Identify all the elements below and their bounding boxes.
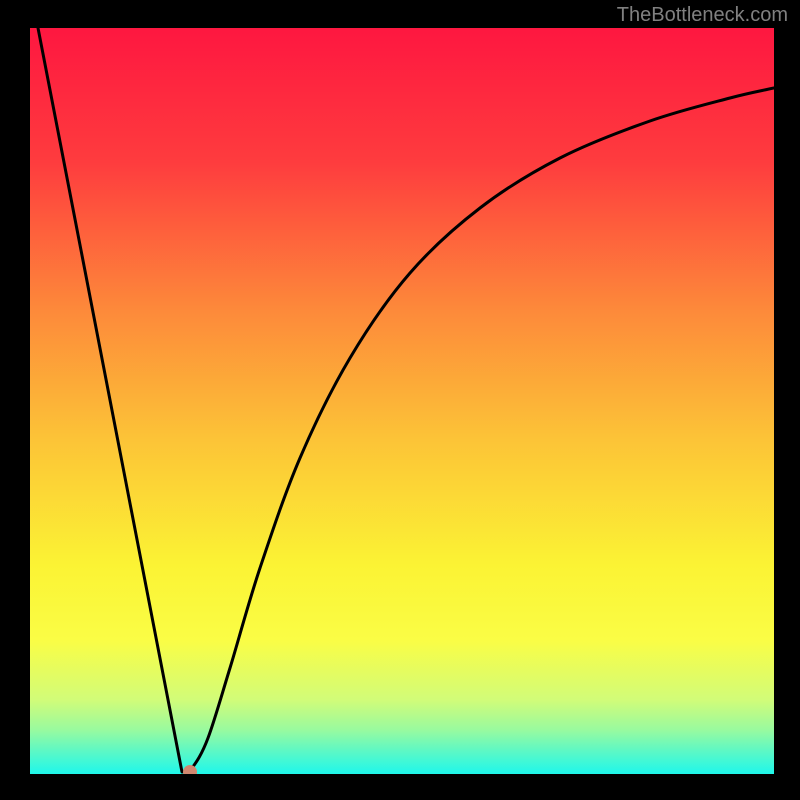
plot-area (30, 28, 774, 774)
curve-path (38, 28, 774, 772)
curve-svg (30, 28, 774, 774)
minimum-marker (183, 765, 197, 774)
frame-right (774, 0, 800, 800)
frame-left (0, 0, 30, 800)
watermark-text: TheBottleneck.com (617, 4, 788, 27)
chart-container: TheBottleneck.com (0, 0, 800, 800)
frame-bottom (0, 774, 800, 800)
